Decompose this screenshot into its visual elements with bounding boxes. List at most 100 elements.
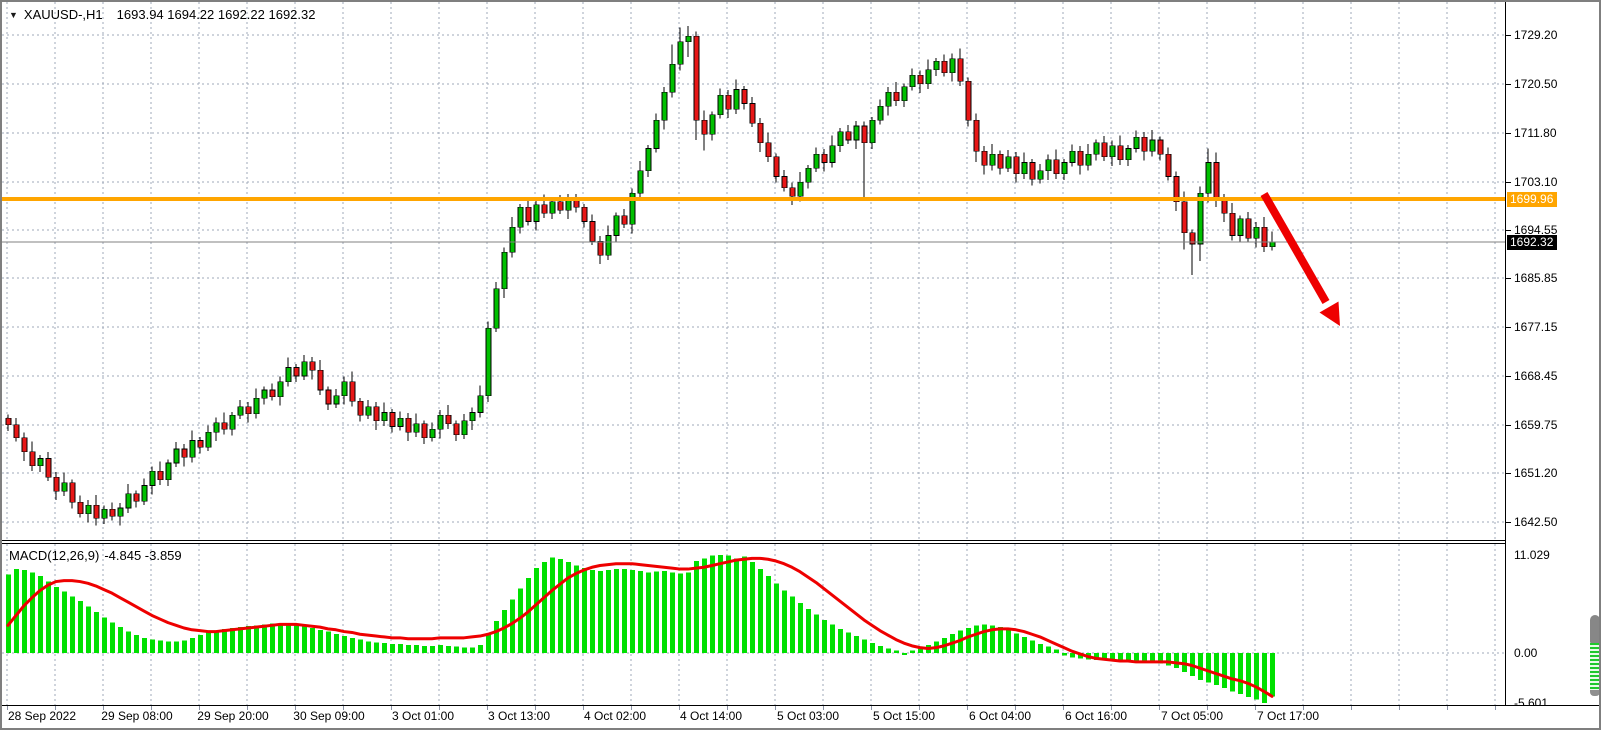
candle-body [701, 120, 708, 135]
macd-histogram-bar [550, 557, 555, 653]
macd-histogram-bar [310, 627, 315, 653]
price-axis-label: 1677.15 [1514, 320, 1558, 334]
candle-body [837, 131, 844, 146]
time-axis-tick [631, 706, 632, 710]
macd-histogram-bar [350, 637, 355, 653]
candle-body [365, 406, 372, 416]
time-axis-tick [967, 706, 968, 710]
current-price-tag: 1692.32 [1507, 235, 1558, 250]
macd-pane[interactable] [2, 544, 1505, 705]
price-chart-pane[interactable] [2, 2, 1505, 540]
candle-body [1213, 162, 1220, 200]
candle-body [349, 381, 356, 402]
macd-histogram-bar [494, 620, 499, 653]
time-axis[interactable]: 28 Sep 2022 29 Sep 08:00 29 Sep 20:00 30 Se… [2, 705, 1599, 728]
resistance-price-tag: 1699.96 [1507, 192, 1558, 207]
macd-histogram-bar [814, 614, 819, 653]
scrollbar-cap-bottom [1590, 690, 1599, 696]
time-axis-tick [487, 706, 488, 710]
macd-histogram-bar [982, 624, 987, 653]
candle-body [1077, 150, 1084, 166]
price-axis-tick [1506, 182, 1511, 183]
macd-histogram-bar [14, 569, 19, 653]
macd-histogram-bar [1238, 653, 1243, 695]
candle-body [893, 91, 900, 102]
macd-histogram-bar [854, 636, 859, 653]
macd-histogram-bar [246, 626, 251, 653]
candle-body [141, 485, 148, 502]
time-axis-tick [295, 706, 296, 710]
trend-arrow[interactable] [1260, 192, 1340, 326]
macd-histogram-bar [1262, 653, 1267, 704]
candle-body [709, 114, 716, 135]
scrollbar-stripes [1590, 643, 1599, 690]
macd-histogram-bar [190, 637, 195, 653]
chevron-down-icon[interactable]: ▼ [9, 10, 18, 20]
time-axis-tick [1351, 706, 1352, 710]
candle-body [637, 170, 644, 194]
candle-body [757, 122, 764, 144]
trend-arrow-shaft [1260, 192, 1330, 304]
candle-body [445, 414, 452, 424]
candle-body [1157, 139, 1164, 155]
macd-histogram-bar [1078, 653, 1083, 659]
scrollbar-cap [1590, 615, 1599, 643]
price-axis[interactable]: 1729.20 1720.50 1711.80 1703.10 1694.55 1685.… [1505, 2, 1599, 710]
candle-body [685, 35, 692, 43]
candle-body [725, 94, 732, 110]
candle-body [213, 422, 220, 433]
macd-histogram-bar [6, 574, 11, 653]
candle-body [1221, 198, 1228, 214]
time-axis-tick [1111, 706, 1112, 710]
candle-body [173, 448, 180, 464]
trend-arrow-head [1319, 301, 1340, 326]
candle-body [221, 422, 228, 430]
macd-histogram-bar [262, 624, 267, 653]
candle-body [1109, 145, 1116, 158]
candle-body [229, 414, 236, 430]
candle-body [453, 423, 460, 436]
candle-body [45, 458, 52, 478]
macd-canvas[interactable] [2, 544, 1505, 705]
time-axis-tick [1255, 706, 1256, 710]
time-axis-tick [199, 706, 200, 710]
macd-histogram-bar [230, 627, 235, 653]
candle-body [437, 414, 444, 430]
candle-body [1037, 170, 1044, 180]
time-axis-tick [1207, 706, 1208, 710]
macd-histogram-bar [398, 644, 403, 653]
macd-histogram-bar [1014, 633, 1019, 653]
price-axis-tick [1506, 133, 1511, 134]
macd-histogram-bar [270, 623, 275, 653]
macd-histogram-bar [1038, 644, 1043, 653]
macd-histogram-bar [790, 596, 795, 653]
pane-separator[interactable] [2, 540, 1599, 544]
candle-body [533, 204, 540, 222]
price-axis-label: 1720.50 [1514, 77, 1558, 91]
scrollbar-thumb[interactable] [1590, 615, 1599, 697]
candle-body [237, 406, 244, 416]
candle-body [77, 502, 84, 514]
candle-body [133, 493, 140, 502]
macd-histogram-bar [134, 635, 139, 653]
macd-histogram-bar [1270, 653, 1275, 697]
macd-histogram-bar [94, 611, 99, 653]
price-chart-canvas[interactable] [2, 2, 1505, 540]
macd-histogram-bar [198, 635, 203, 653]
time-axis-tick [343, 706, 344, 710]
macd-histogram-bar [1054, 649, 1059, 653]
resistance-line[interactable] [2, 197, 1505, 201]
time-axis-tick [1495, 706, 1496, 710]
time-axis-tick [1063, 706, 1064, 710]
price-axis-tick [1506, 376, 1511, 377]
macd-histogram-bar [390, 644, 395, 653]
macd-histogram-bar [46, 581, 51, 653]
time-axis-label: 3 Oct 13:00 [487, 709, 551, 723]
macd-histogram-bar [1134, 653, 1139, 662]
macd-histogram-bar [654, 571, 659, 653]
candle-body [997, 153, 1004, 169]
macd-histogram-bar [1246, 653, 1251, 697]
candle-body [1069, 150, 1076, 163]
macd-histogram-bar [150, 639, 155, 653]
macd-histogram-bar [318, 629, 323, 653]
